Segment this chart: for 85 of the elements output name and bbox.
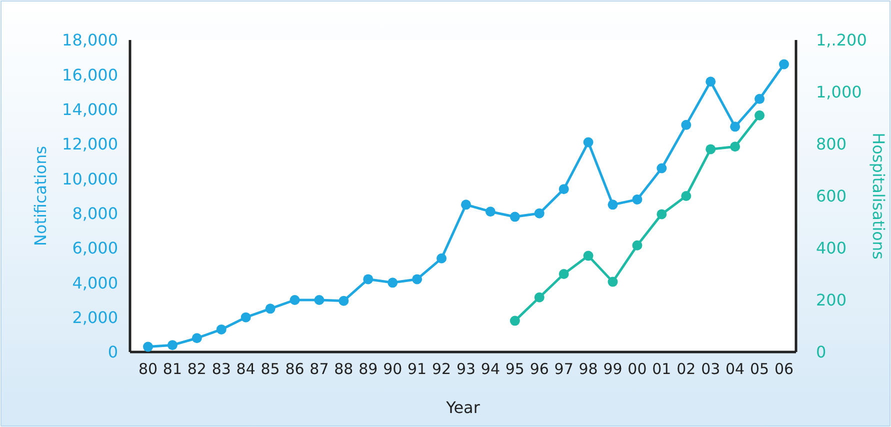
point <box>167 340 178 350</box>
y-axis-title: Notifications <box>31 146 50 246</box>
point <box>656 209 667 220</box>
x-tick-label: 80 <box>138 360 158 378</box>
x-tick-label: 88 <box>334 360 354 378</box>
y-tick-label: 10,000 <box>62 169 118 188</box>
y-tick-label: 12,000 <box>62 134 118 154</box>
point <box>510 212 520 222</box>
point <box>240 312 251 322</box>
point <box>608 200 618 210</box>
point <box>510 316 520 326</box>
point <box>558 184 569 194</box>
point <box>706 144 716 154</box>
x-tick-label: 99 <box>603 360 622 378</box>
y-tick-label: 6,000 <box>72 238 118 258</box>
point <box>534 208 544 218</box>
x-tick-label: 86 <box>285 360 304 378</box>
x-tick-label: 91 <box>408 360 427 378</box>
y2-tick-label: 1,000 <box>816 82 862 102</box>
x-tick-label: 85 <box>260 360 280 378</box>
x-tick-label: 87 <box>310 360 329 378</box>
point <box>338 296 349 306</box>
y2-tick-label: 600 <box>816 186 847 206</box>
x-tick-label: 98 <box>578 360 598 378</box>
x-tick-label: 92 <box>432 360 452 378</box>
x-tick-label: 04 <box>726 360 745 378</box>
point <box>558 269 569 279</box>
x-tick-label: 89 <box>358 360 378 378</box>
x-tick-label: 03 <box>701 360 720 378</box>
point <box>534 292 544 302</box>
y2-axis-title: Hospitalisations <box>869 132 888 260</box>
x-tick-label: 84 <box>236 360 256 378</box>
x-tick-label: 83 <box>212 360 231 378</box>
point <box>314 295 324 305</box>
point <box>681 120 692 130</box>
y-tick-label: 14,000 <box>62 100 118 119</box>
x-tick-label: 02 <box>676 360 696 378</box>
point <box>216 324 226 334</box>
x-tick-label: 97 <box>554 360 574 378</box>
y2-tick-label: 400 <box>816 238 847 258</box>
point <box>583 250 594 261</box>
y-tick-label: 16,000 <box>62 65 118 84</box>
x-tick-label: 82 <box>187 360 206 378</box>
point <box>730 142 740 152</box>
point <box>583 137 594 148</box>
point <box>632 240 642 250</box>
point <box>608 276 618 287</box>
point <box>461 200 471 210</box>
point <box>754 94 765 104</box>
x-tick-label: 90 <box>383 360 402 378</box>
point <box>632 194 642 204</box>
x-tick-label: 81 <box>162 360 182 378</box>
y2-tick-label: 200 <box>816 290 847 310</box>
point <box>436 253 447 264</box>
point <box>192 333 202 344</box>
point <box>730 122 740 132</box>
point <box>143 342 153 352</box>
point <box>681 191 692 201</box>
point <box>412 274 422 284</box>
point <box>388 278 398 288</box>
x-tick-label: 95 <box>505 360 524 378</box>
point <box>779 59 789 70</box>
x-tick-label: 05 <box>750 360 770 378</box>
y2-tick-label: 1,.200 <box>816 30 867 50</box>
y-tick-label: 2,000 <box>72 308 118 327</box>
y2-tick-label: 800 <box>816 134 847 154</box>
x-tick-label: 93 <box>456 360 476 378</box>
y-tick-label: 8,000 <box>72 204 118 223</box>
point <box>706 76 716 87</box>
point <box>363 274 374 284</box>
x-tick-label: 06 <box>774 360 794 378</box>
point <box>485 206 496 217</box>
point <box>754 110 765 120</box>
y2-tick-label: 0 <box>816 342 826 362</box>
x-tick-label: 01 <box>652 360 672 378</box>
y-tick-label: 4,000 <box>72 273 118 292</box>
y-tick-label: 0 <box>108 342 118 362</box>
x-tick-label: 96 <box>530 360 549 378</box>
point <box>290 295 300 305</box>
x-axis-title: Year <box>445 398 480 417</box>
point <box>656 163 667 174</box>
x-tick-label: 00 <box>628 360 647 378</box>
point <box>265 304 276 314</box>
x-tick-label: 94 <box>480 360 500 378</box>
y-tick-label: 18,000 <box>62 30 118 50</box>
